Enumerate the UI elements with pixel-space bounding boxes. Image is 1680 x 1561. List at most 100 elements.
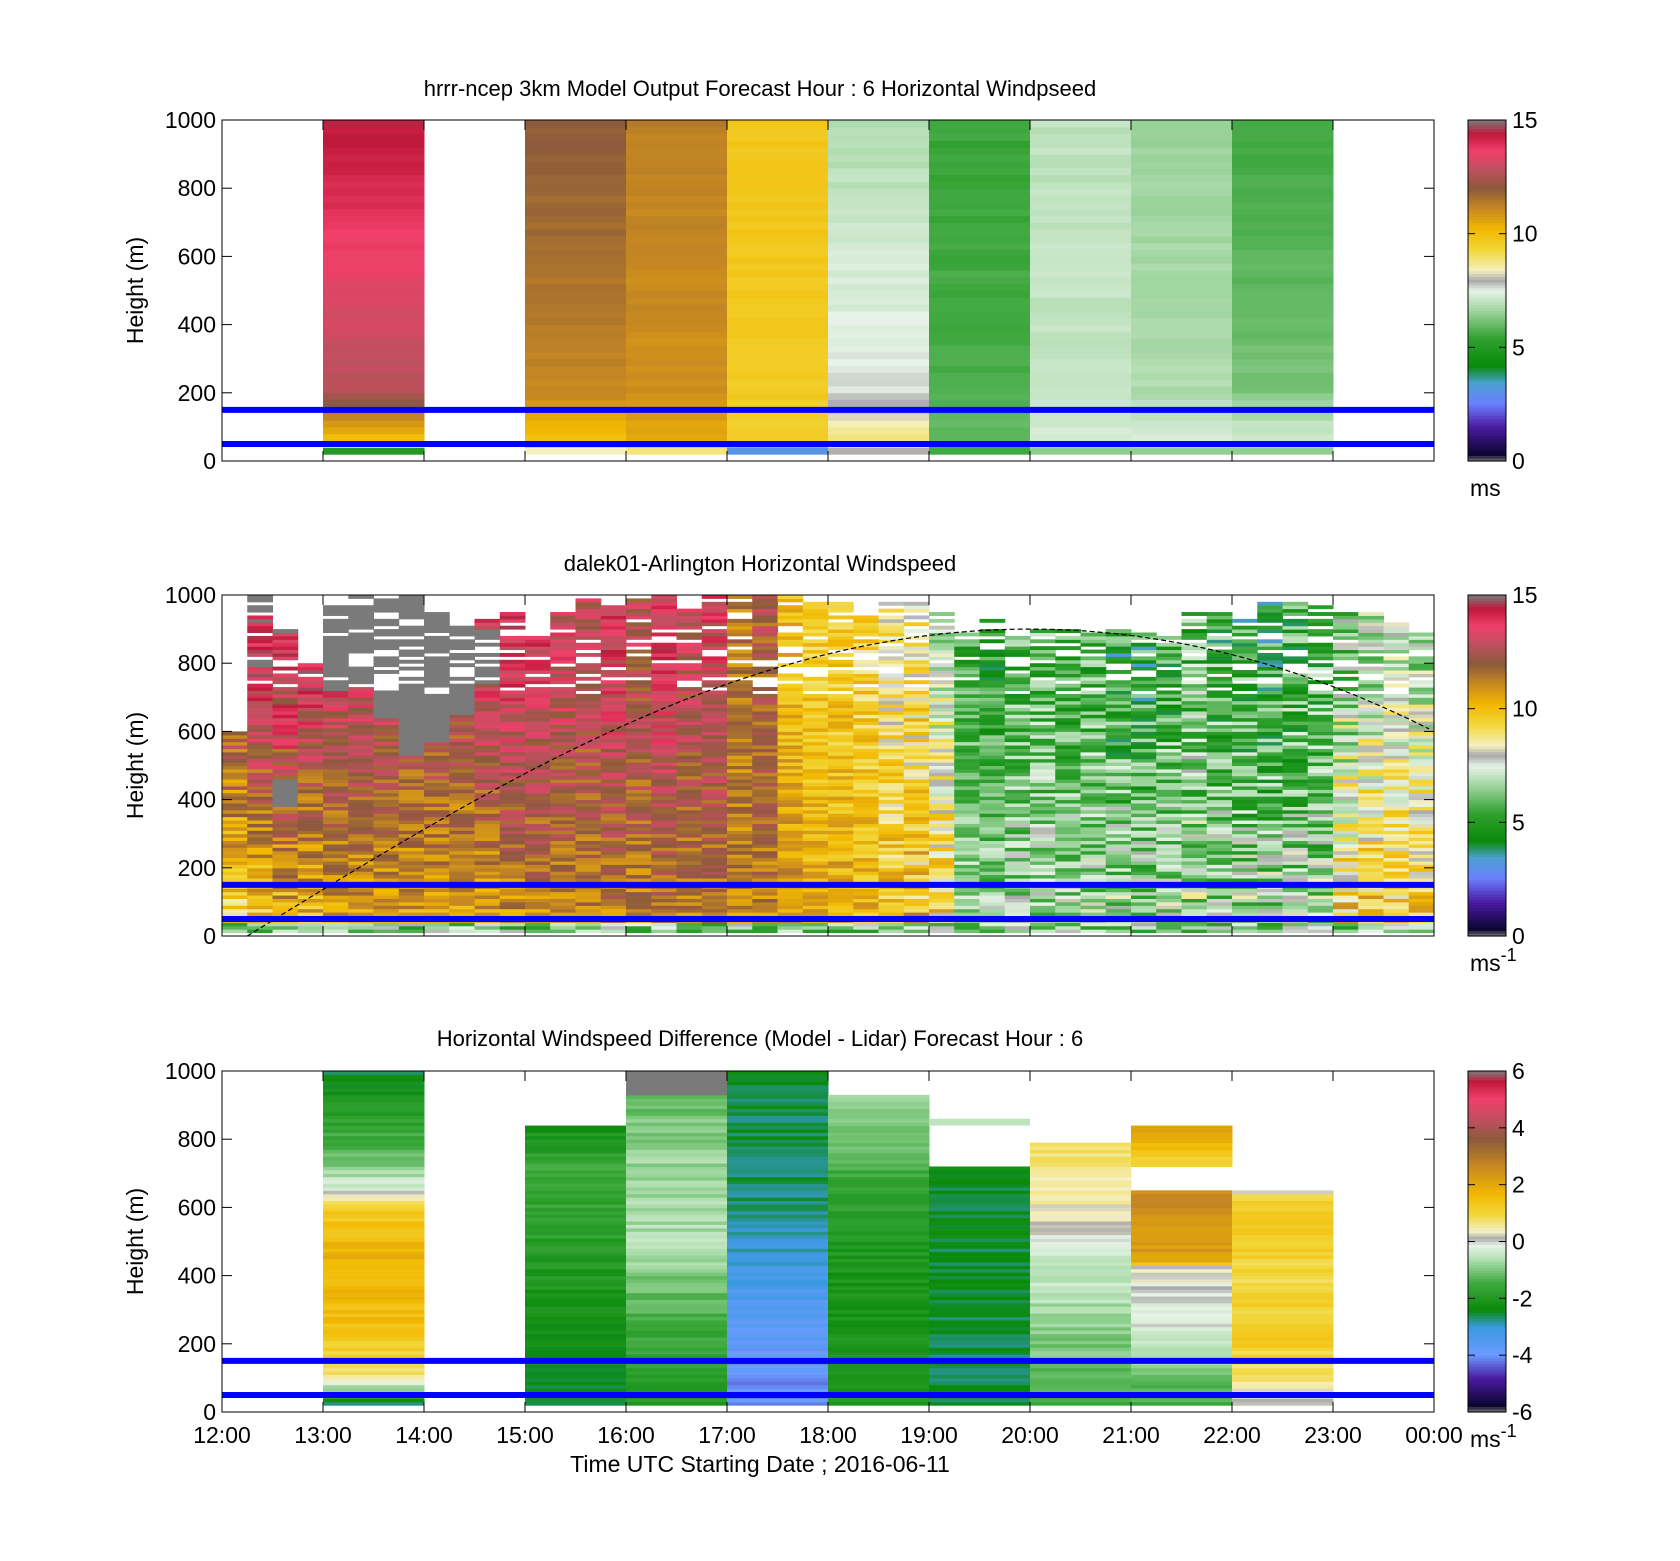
heatmap-cell bbox=[449, 796, 475, 801]
heatmap-cell bbox=[247, 666, 273, 671]
heatmap-cell bbox=[1206, 738, 1233, 743]
heatmap-cell bbox=[525, 837, 551, 842]
heatmap-cell bbox=[323, 806, 349, 811]
heatmap-cell bbox=[929, 755, 955, 760]
heatmap-cell bbox=[828, 833, 854, 838]
heatmap-cell bbox=[626, 854, 652, 859]
heatmap-cell bbox=[1055, 854, 1081, 859]
heatmap-cell bbox=[929, 925, 955, 930]
heatmap-cell bbox=[1131, 249, 1233, 257]
y-tick-label: 800 bbox=[178, 650, 216, 676]
heatmap-cell bbox=[1232, 864, 1258, 869]
heatmap-cell bbox=[323, 704, 349, 709]
heatmap-cell bbox=[979, 618, 1006, 623]
heatmap-cell bbox=[525, 351, 627, 360]
heatmap-cell bbox=[348, 745, 374, 749]
heatmap-cell bbox=[727, 929, 753, 934]
heatmap-cell bbox=[626, 290, 728, 298]
heatmap-cell bbox=[1206, 629, 1233, 634]
heatmap-cell bbox=[1131, 734, 1157, 739]
heatmap-cell bbox=[550, 646, 576, 651]
heatmap-cell bbox=[323, 929, 349, 934]
heatmap-cell bbox=[676, 758, 703, 763]
heatmap-cell bbox=[1131, 912, 1157, 917]
heatmap-cell bbox=[954, 724, 980, 729]
heatmap-cell bbox=[1257, 905, 1283, 910]
heatmap-cell bbox=[222, 901, 248, 906]
heatmap-cell bbox=[626, 922, 652, 927]
heatmap-cell bbox=[853, 901, 879, 906]
heatmap-cell bbox=[348, 751, 374, 756]
heatmap-cell bbox=[474, 895, 501, 899]
heatmap-cell bbox=[777, 707, 804, 712]
colorbar-tick-label: 0 bbox=[1512, 448, 1525, 474]
heatmap-cell bbox=[1408, 878, 1435, 882]
heatmap-cell bbox=[1181, 779, 1208, 784]
heatmap-cell bbox=[802, 697, 829, 702]
heatmap-cell bbox=[1080, 840, 1107, 845]
heatmap-cell bbox=[1333, 666, 1359, 671]
heatmap-cell bbox=[525, 663, 551, 668]
colorbar-segment bbox=[1468, 219, 1506, 223]
heatmap-cell bbox=[1131, 433, 1233, 442]
heatmap-cell bbox=[398, 758, 425, 763]
heatmap-cell bbox=[1358, 612, 1384, 616]
heatmap-cell bbox=[348, 843, 374, 848]
colorbar-segment bbox=[1468, 870, 1506, 875]
heatmap-cell bbox=[600, 687, 627, 691]
heatmap-cell bbox=[903, 908, 930, 913]
heatmap-cell bbox=[929, 775, 955, 780]
heatmap-cell bbox=[1004, 775, 1031, 780]
heatmap-cell bbox=[1181, 830, 1208, 835]
heatmap-cell bbox=[348, 727, 374, 732]
heatmap-cell bbox=[272, 649, 299, 654]
heatmap-cell bbox=[752, 803, 778, 807]
heatmap-cell bbox=[550, 929, 576, 934]
heatmap-cell bbox=[676, 782, 703, 787]
heatmap-cell bbox=[474, 775, 501, 780]
heatmap-cell bbox=[600, 741, 627, 746]
heatmap-cell bbox=[1181, 751, 1208, 756]
colorbar-segment bbox=[1468, 162, 1506, 167]
heatmap-cell bbox=[1080, 731, 1107, 736]
heatmap-cell bbox=[802, 809, 829, 814]
heatmap-cell bbox=[575, 608, 602, 613]
heatmap-cell bbox=[1030, 420, 1132, 428]
heatmap-cell bbox=[1232, 840, 1258, 845]
heatmap-cell bbox=[1131, 372, 1233, 380]
heatmap-cell bbox=[398, 912, 425, 917]
heatmap-cell bbox=[600, 639, 627, 644]
heatmap-cell bbox=[323, 167, 425, 176]
heatmap-cell bbox=[1408, 905, 1435, 910]
heatmap-cell bbox=[323, 649, 349, 654]
heatmap-cell bbox=[398, 925, 425, 930]
heatmap-cell bbox=[550, 809, 576, 814]
y-tick-label: 200 bbox=[178, 855, 216, 881]
heatmap-cell bbox=[1055, 912, 1081, 917]
heatmap-cell bbox=[954, 925, 980, 930]
heatmap-cell bbox=[525, 922, 551, 927]
heatmap-cell bbox=[525, 850, 551, 855]
heatmap-cell bbox=[1307, 693, 1334, 698]
heatmap-cell bbox=[651, 874, 677, 879]
heatmap-cell bbox=[954, 912, 980, 917]
heatmap-cell bbox=[1232, 215, 1334, 223]
heatmap-cell bbox=[1333, 895, 1359, 899]
heatmap-cell bbox=[1030, 120, 1132, 128]
heatmap-cell bbox=[499, 734, 526, 739]
heatmap-cell bbox=[676, 731, 703, 736]
heatmap-cell bbox=[929, 358, 1031, 367]
heatmap-cell bbox=[247, 813, 273, 818]
heatmap-cell bbox=[929, 820, 955, 824]
heatmap-cell bbox=[575, 758, 602, 763]
heatmap-cell bbox=[752, 925, 778, 930]
heatmap-cell bbox=[626, 796, 652, 801]
heatmap-cell bbox=[903, 823, 930, 828]
heatmap-cell bbox=[550, 874, 576, 879]
heatmap-cell bbox=[323, 413, 425, 421]
heatmap-cell bbox=[1030, 188, 1132, 196]
heatmap-cell bbox=[1156, 925, 1182, 930]
heatmap-cell bbox=[297, 925, 324, 930]
heatmap-cell bbox=[1156, 830, 1182, 835]
heatmap-cell bbox=[474, 629, 501, 634]
